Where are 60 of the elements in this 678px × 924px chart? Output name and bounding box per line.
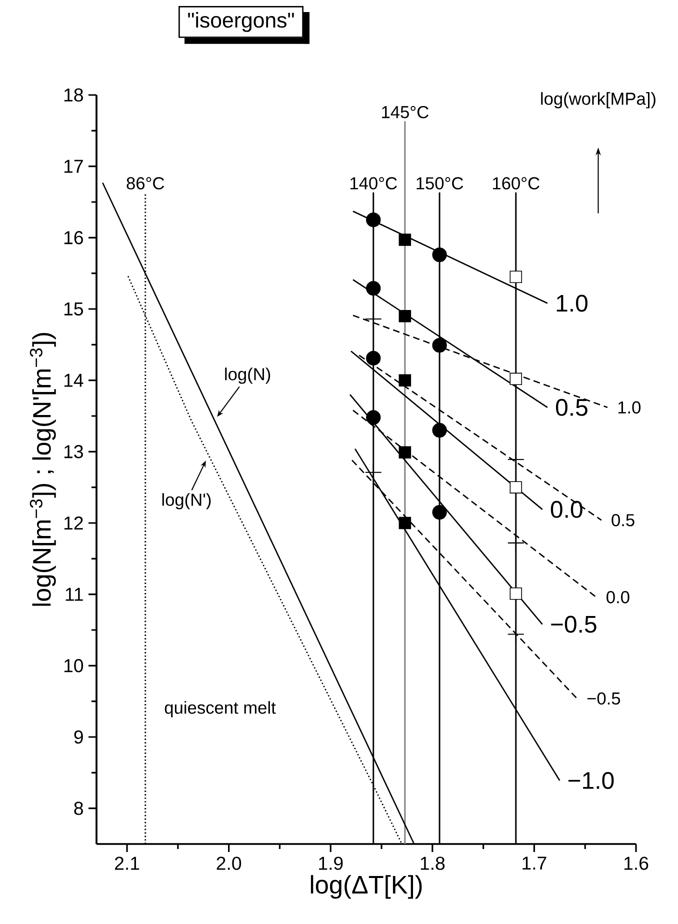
point: [510, 372, 522, 386]
point: [507, 534, 524, 552]
x-axis-title: log(ΔT[K]): [310, 875, 422, 899]
series-label: 0.0: [550, 500, 582, 518]
y-tick-label: 9: [74, 730, 83, 744]
point: [366, 212, 381, 228]
ref-line-label: 150°C: [416, 177, 464, 190]
series-label: 0.5: [556, 398, 588, 416]
x-tick-label: 1.9: [319, 856, 343, 870]
point: [507, 450, 524, 468]
point: [432, 338, 447, 353]
y-tick-label: 17: [64, 160, 83, 173]
point: [510, 270, 522, 284]
point: [398, 446, 412, 459]
point: [398, 234, 412, 246]
ref-line-label: 140°C: [350, 177, 397, 190]
point: [364, 310, 382, 328]
series-label: 0.0: [606, 591, 630, 604]
point: [398, 310, 412, 322]
annotation: log(work[MPa]): [541, 92, 656, 108]
y-tick-label: 12: [64, 516, 83, 530]
y-tick-label: 15: [64, 302, 83, 316]
annotation: log(N): [225, 368, 270, 384]
point: [510, 481, 522, 494]
y-tick-label: 10: [64, 659, 84, 672]
x-tick-label: 1.6: [624, 856, 648, 870]
point: [366, 410, 381, 425]
point: [510, 587, 522, 600]
x-tick-label: 2.1: [115, 856, 140, 870]
point: [398, 374, 412, 386]
series-label: 1.0: [618, 401, 641, 414]
y-tick-label: 13: [64, 445, 83, 458]
x-tick-label: 1.7: [522, 856, 546, 870]
series-label: 0.5: [612, 514, 634, 526]
x-tick-label: 1.8: [420, 856, 445, 870]
point: [364, 464, 382, 481]
ref-line-label: 86°C: [126, 177, 164, 190]
ref-line-label: 160°C: [493, 177, 540, 190]
series-label: −1.0: [568, 772, 614, 790]
point: [432, 422, 447, 438]
point: [366, 350, 381, 366]
series-label: −0.5: [587, 692, 620, 705]
y-tick-label: 18: [64, 88, 83, 102]
point: [507, 626, 524, 643]
x-tick-label: 2.0: [216, 856, 242, 870]
y-tick-label: 11: [66, 588, 83, 601]
annotation: quiescent melt: [164, 701, 276, 718]
y-tick-label: 14: [64, 374, 84, 387]
y-tick-label: 8: [74, 802, 83, 815]
chart-title: "isoergons": [188, 12, 294, 32]
point: [398, 516, 412, 530]
annotation: log(N'): [162, 493, 211, 510]
point: [432, 504, 447, 520]
series-label: 1.0: [556, 294, 588, 312]
y-tick-label: 16: [64, 231, 83, 244]
point: [432, 247, 447, 262]
series-label: −0.5: [551, 616, 596, 633]
y-axis-title: log(N[m$^{−3}$]) ; log(N'[m$^{−3}$]): [30, 333, 56, 606]
ref-line-label: 145°C: [382, 106, 428, 118]
point: [366, 280, 381, 296]
